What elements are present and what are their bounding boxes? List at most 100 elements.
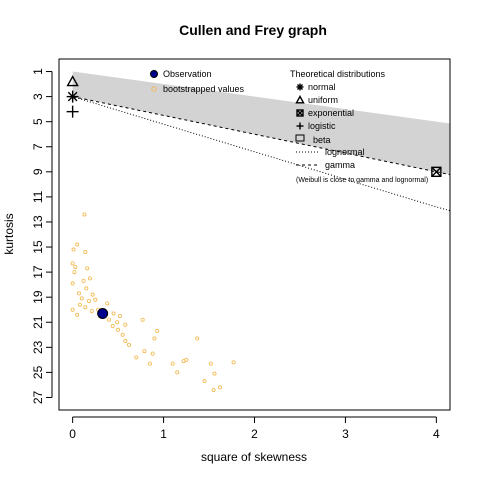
exponential-point — [431, 166, 442, 178]
beta-region — [72, 71, 451, 175]
bootstrap-point — [212, 371, 217, 376]
legend-observation-symbol — [150, 70, 158, 78]
y-tick-label: 15 — [31, 240, 45, 254]
y-tick-label: 27 — [31, 390, 45, 404]
exponential-symbol-cross — [296, 109, 304, 117]
y-tick-label: 25 — [31, 365, 45, 379]
bootstrap-point — [120, 332, 125, 337]
x-tick-label: 1 — [160, 427, 167, 441]
y-tick-label: 3 — [31, 93, 45, 100]
observation-layer — [97, 307, 109, 319]
bootstrap-point — [75, 312, 80, 317]
legend-bootstrap-symbol — [151, 86, 157, 92]
bootstrap-point — [123, 322, 128, 327]
exponential-symbol-box — [431, 166, 442, 178]
bootstrap-point — [211, 387, 216, 392]
plot-frame — [58, 58, 451, 411]
legend: Observation bootstrapped values Theoretica… — [150, 69, 428, 184]
gamma-line — [72, 96, 451, 176]
bootstrap-point — [70, 261, 75, 266]
lognormal-line — [72, 96, 451, 212]
bootstrap-point — [175, 370, 180, 375]
uniform-symbol-triangle — [66, 75, 79, 87]
legend-exponential-label: exponential — [308, 108, 354, 118]
legend-logistic-symbol — [296, 122, 304, 130]
legend-uniform-symbol — [295, 95, 305, 104]
uniform-symbol-triangle — [295, 95, 305, 104]
bootstrap-point — [140, 317, 145, 322]
bootstrap-points-layer — [70, 212, 236, 392]
legend-lognormal-label: lognormal — [325, 147, 365, 157]
bootstrap-point — [82, 212, 87, 217]
bootstrap-point — [123, 339, 128, 344]
distribution-lines-layer — [72, 96, 451, 212]
bootstrap-point — [184, 357, 189, 362]
bootstrap-point — [202, 379, 207, 384]
y-axis-label: kurtosis — [2, 213, 16, 254]
bootstrap-point — [116, 327, 121, 332]
x-tick-label: 2 — [251, 427, 258, 441]
x-tick-label: 0 — [69, 427, 76, 441]
bootstrap-point — [142, 349, 147, 354]
bootstrap-point — [115, 320, 120, 325]
normal-point — [66, 90, 79, 103]
normal-symbol-stroke — [67, 91, 78, 102]
bootstrap-point — [170, 361, 175, 366]
uniform-point — [66, 75, 79, 87]
y-tick-label: 13 — [31, 215, 45, 229]
y-tick-label: 7 — [31, 143, 45, 150]
y-tick-label: 9 — [31, 168, 45, 175]
bootstrap-point — [70, 281, 75, 286]
bootstrap-point — [134, 355, 139, 360]
bootstrap-point — [155, 329, 160, 334]
x-axis-label: square of skewness — [201, 450, 307, 464]
bootstrap-point — [152, 336, 157, 341]
bootstrap-point — [77, 291, 82, 296]
bootstrap-point — [79, 296, 84, 301]
legend-beta-label: beta — [313, 135, 331, 145]
bootstrap-point — [107, 317, 112, 322]
chart-title: Cullen and Frey graph — [179, 22, 327, 38]
bootstrap-point — [85, 266, 90, 271]
bootstrap-point — [75, 242, 80, 247]
normal-symbol-stroke — [296, 83, 304, 91]
legend-exponential-symbol — [296, 109, 304, 117]
bootstrap-point — [217, 385, 222, 390]
y-tick-label: 5 — [31, 118, 45, 125]
exponential-symbol-cross — [431, 166, 442, 177]
bootstrap-point — [83, 305, 88, 310]
legend-normal-symbol — [296, 83, 304, 91]
legend-note: (Weibull is close to gamma and lognormal… — [296, 177, 428, 184]
beta-region-layer — [72, 71, 451, 175]
legend-theoretical-title: Theoretical distributions — [290, 69, 386, 79]
bootstrap-point — [70, 307, 75, 312]
logistic-point — [66, 105, 79, 118]
x-tick-label: 3 — [342, 427, 349, 441]
theoretical-points-layer — [66, 75, 442, 178]
legend-logistic-label: logistic — [308, 121, 336, 131]
bootstrap-point — [147, 361, 152, 366]
bootstrap-point — [81, 278, 86, 283]
bootstrap-point — [231, 360, 236, 365]
legend-uniform-label: uniform — [308, 95, 338, 105]
bootstrap-point — [110, 324, 115, 329]
x-tick-label: 4 — [433, 427, 440, 441]
bootstrap-point — [105, 301, 110, 306]
bootstrap-point — [195, 336, 200, 341]
bootstrap-point — [83, 250, 88, 255]
x-axis: 0 1 2 3 4 — [69, 416, 440, 441]
exponential-symbol-box — [296, 109, 304, 117]
y-tick-label: 11 — [31, 190, 45, 203]
y-tick-label: 19 — [31, 290, 45, 304]
bootstrap-point — [87, 298, 92, 303]
bootstrap-point — [117, 313, 122, 318]
bootstrap-point — [90, 292, 95, 297]
bootstrap-point — [89, 308, 94, 313]
legend-observation-label: Observation — [163, 69, 212, 79]
bootstrap-point — [208, 361, 213, 366]
y-tick-label: 1 — [31, 68, 45, 75]
bootstrap-point — [127, 342, 132, 347]
